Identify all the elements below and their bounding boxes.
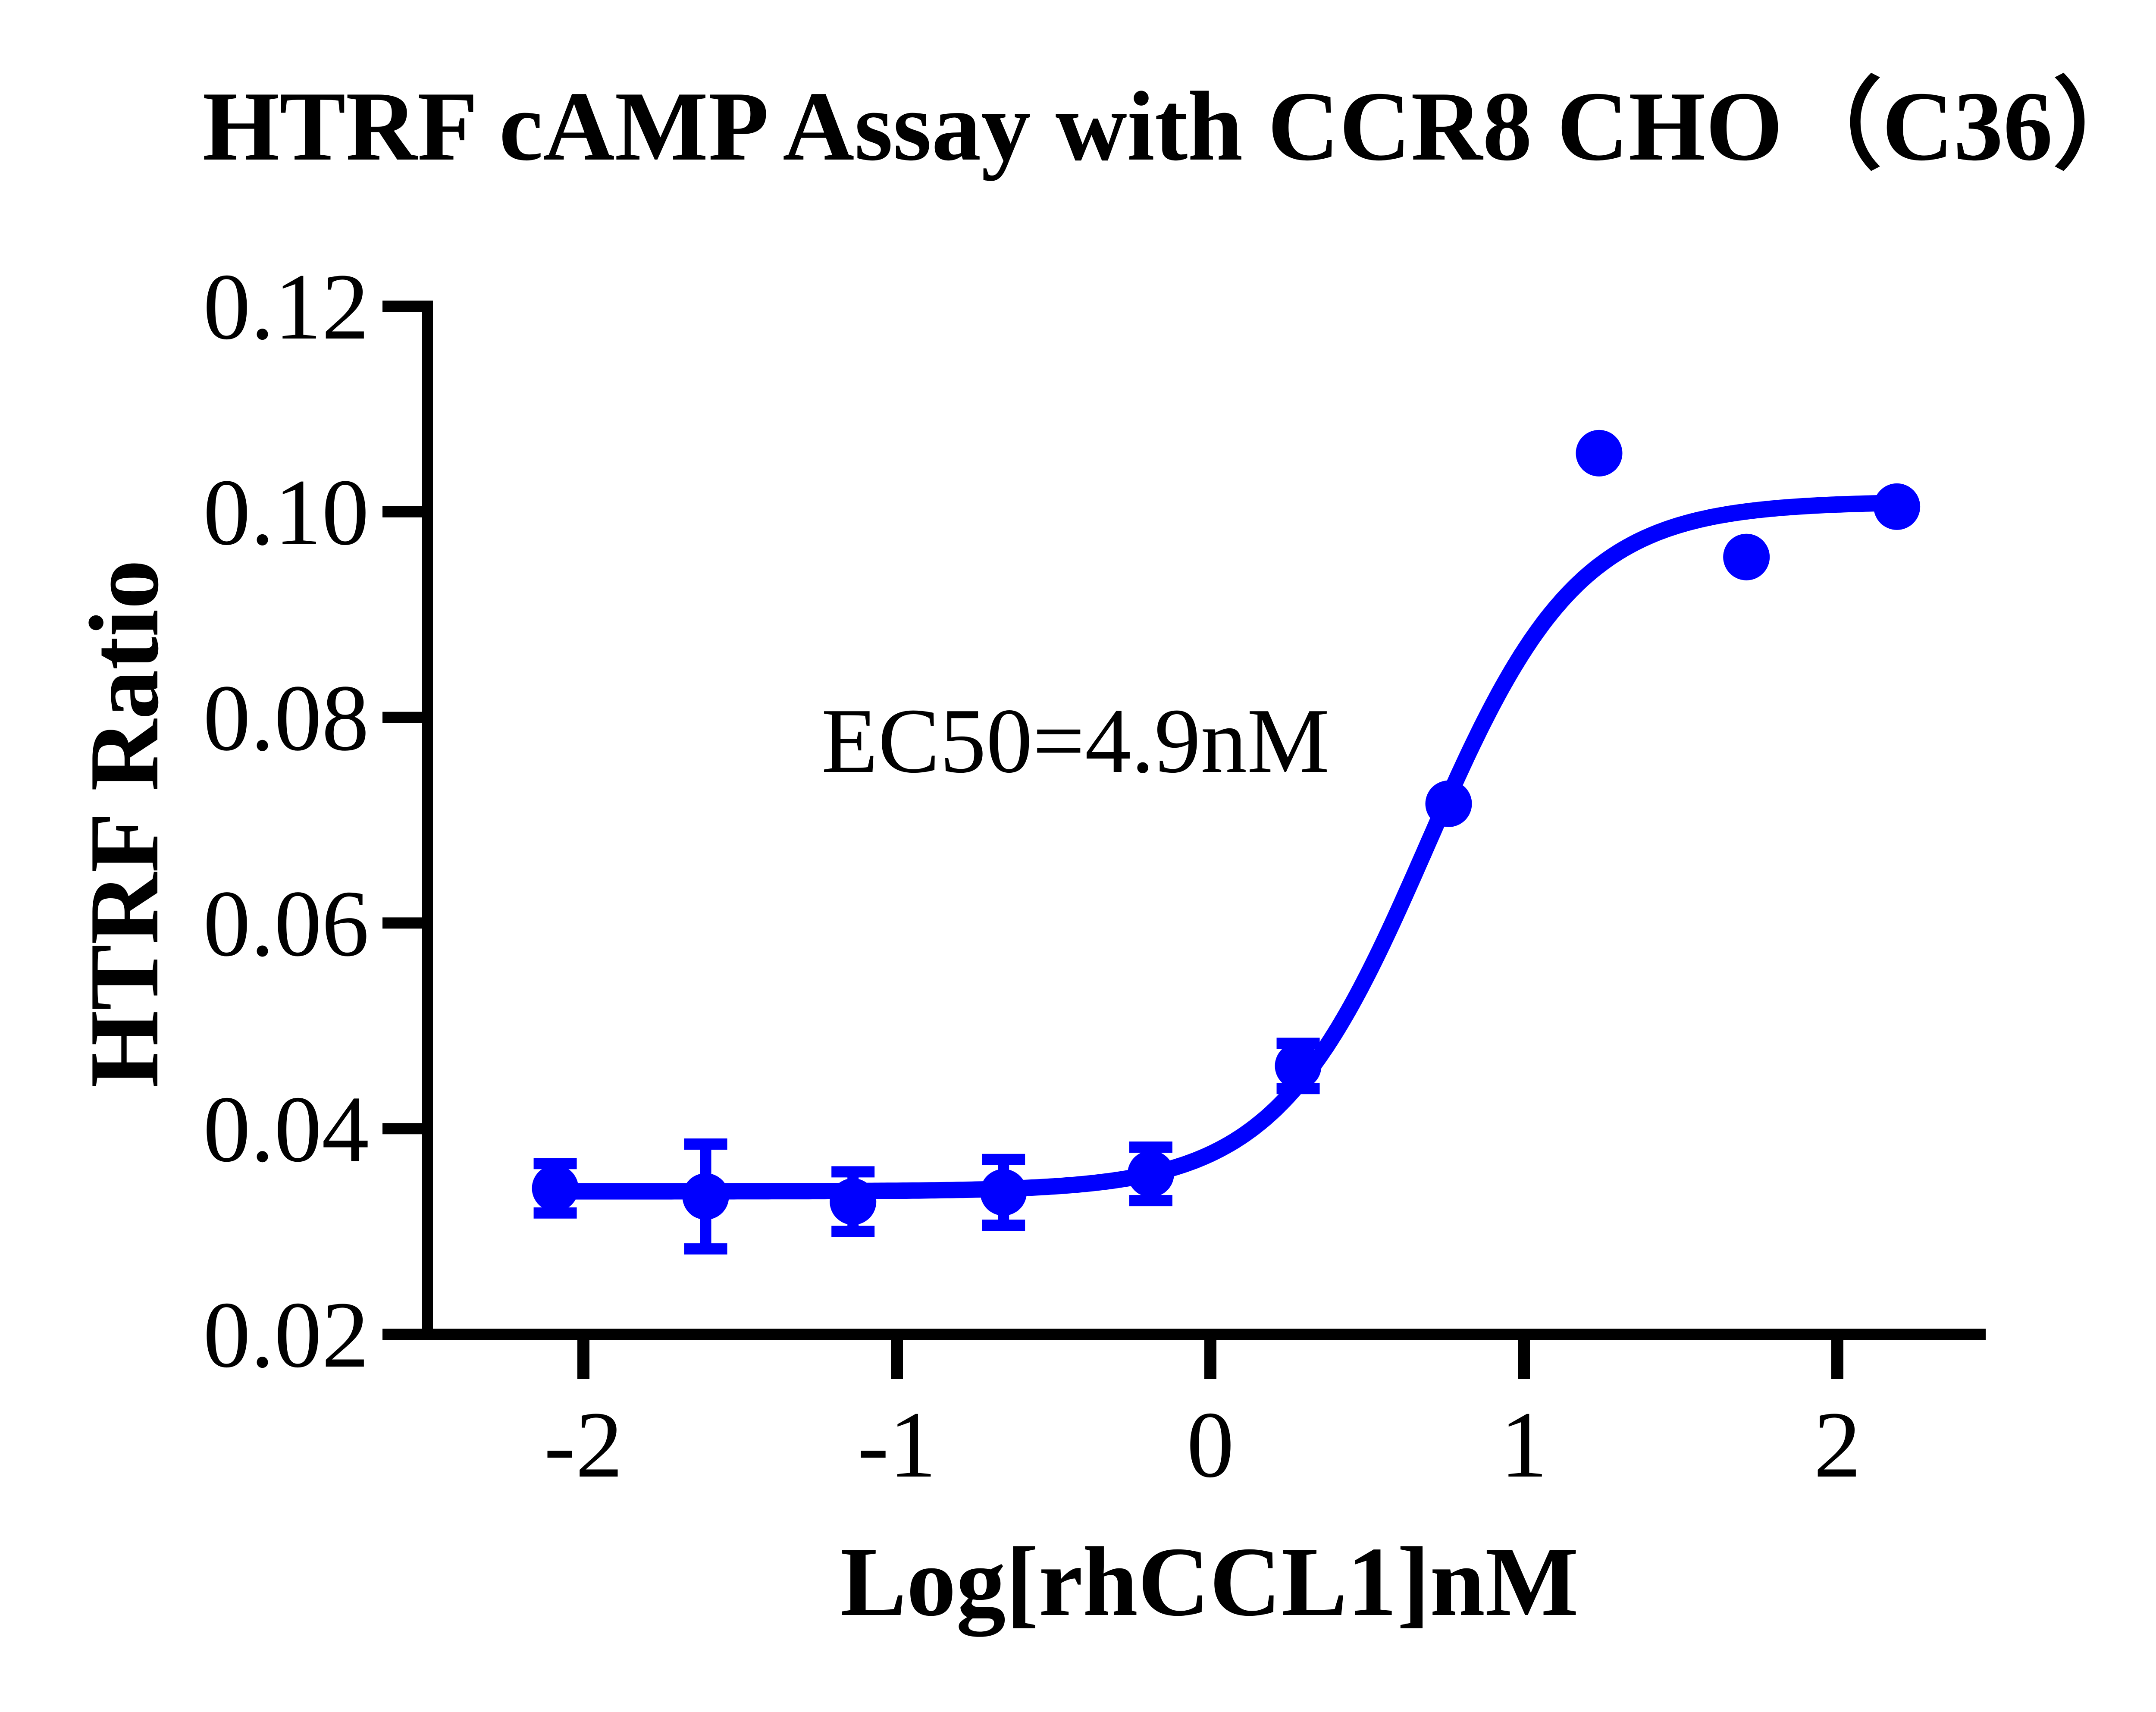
data-point	[1275, 1042, 1322, 1089]
x-axis-title: Log[rhCCL1]nM	[840, 1527, 1579, 1637]
x-axis-ticks: -2 -1 0 1 2	[544, 1334, 1861, 1497]
x-tick-label: 2	[1814, 1392, 1861, 1497]
data-point-layer	[532, 430, 1921, 1255]
x-tick-label: 0	[1187, 1392, 1234, 1497]
data-point	[1874, 483, 1921, 530]
ec50-annotation: EC50=4.9nM	[821, 689, 1329, 792]
y-tick-label: 0.04	[203, 1076, 369, 1182]
data-point	[1576, 430, 1623, 477]
data-point	[532, 1165, 579, 1212]
y-tick-label: 0.10	[203, 460, 369, 565]
data-point	[1723, 533, 1770, 580]
y-tick-label: 0.08	[203, 665, 369, 771]
data-point	[980, 1169, 1027, 1216]
fit-curve-layer	[547, 495, 1905, 1200]
axes	[382, 301, 1986, 1340]
x-tick-label: 1	[1500, 1392, 1548, 1497]
y-tick-label: 0.02	[203, 1282, 369, 1387]
y-axis-ticks: 0.02 0.04 0.06 0.08 0.10 0.12	[203, 254, 427, 1387]
data-point	[830, 1178, 877, 1225]
fit-curve	[547, 495, 1905, 1200]
data-point	[1425, 780, 1472, 827]
x-tick-label: -2	[544, 1392, 623, 1497]
y-axis-title: HTRF Ratio	[69, 560, 179, 1088]
chart-title: HTRF cAMP Assay with CCR8 CHO（C36）	[202, 71, 2152, 181]
y-tick-label: 0.06	[203, 871, 369, 976]
y-tick-label: 0.12	[203, 254, 369, 359]
x-tick-label: -1	[857, 1392, 936, 1497]
data-point	[682, 1173, 729, 1220]
data-point	[1127, 1151, 1174, 1198]
